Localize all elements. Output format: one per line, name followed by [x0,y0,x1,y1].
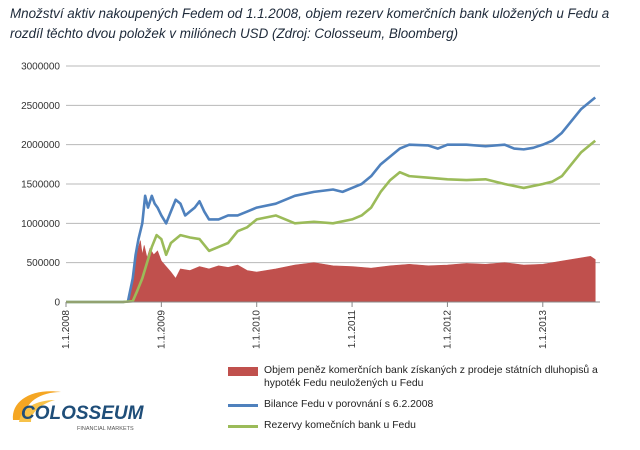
legend-item-balance: Bilance Fedu v porovnání s 6.2.2008 [228,398,636,411]
series-balance-line [66,96,597,304]
colosseum-logo: COLOSSEUM FINANCIAL MARKETS [12,391,145,432]
legend-label-reserves: Rezervy komečních bank u Fedu [264,420,416,431]
x-tick-label: 1.1.2009 [156,310,167,349]
logo-swoosh-inner-icon [19,400,55,422]
y-tick-label: 2500000 [21,101,60,112]
y-tick-label: 500000 [27,258,61,269]
axes: 0 500000 1000000 1500000 2000000 2500000 30000… [21,62,600,349]
x-tick-label: 1.1.2013 [538,310,549,349]
x-tick-label: 1.1.2008 [61,310,72,349]
legend-item-difference: Objem peněz komerčních bank získaných z … [228,364,636,390]
x-tick-label: 1.1.2010 [252,310,263,349]
legend-label-balance: Bilance Fedu v porovnání s 6.2.2008 [264,399,434,410]
chart-title: Množství aktiv nakoupených Fedem od 1.1.… [10,6,610,41]
y-tick-label: 2000000 [21,140,60,151]
series-layer [66,96,597,304]
x-tick-label: 1.1.2012 [442,310,453,349]
y-tick-label: 1000000 [21,219,60,230]
series-difference-area [66,240,596,303]
y-tick-label: 3000000 [21,62,60,73]
logo-wordmark: COLOSSEUM [21,403,145,424]
y-tick-label: 1500000 [21,180,60,191]
series-reserves-line [66,139,597,304]
legend-swatch-reserves [228,425,258,428]
legend-swatch-balance [228,404,258,407]
chart-legend: Objem peněz komerčních bank získaných z … [228,364,636,440]
y-tick-label: 0 [54,298,60,309]
legend-item-reserves: Rezervy komečních bank u Fedu [228,419,636,432]
logo-tagline: FINANCIAL MARKETS [77,426,134,432]
legend-swatch-difference [228,367,258,376]
x-tick-label: 1.1.2011 [347,310,358,349]
legend-label-difference: Objem peněz komerčních bank získaných z … [264,365,598,389]
